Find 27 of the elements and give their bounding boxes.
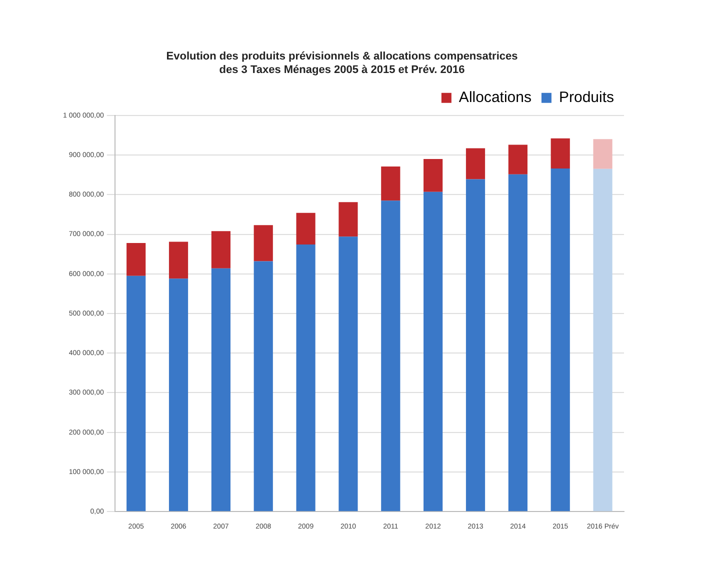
bar bbox=[508, 174, 528, 512]
bar bbox=[254, 261, 273, 512]
chart-title: Evolution des produits prévisionnels & allocations compensatrices des 3 Taxes Ménages 2005 à 2015 et Prév. 2016 bbox=[166, 50, 518, 76]
bar bbox=[593, 139, 612, 169]
bar bbox=[338, 236, 358, 512]
bar bbox=[550, 168, 570, 512]
bar bbox=[126, 276, 146, 512]
bar bbox=[338, 202, 358, 237]
bar bbox=[211, 268, 230, 512]
bar bbox=[211, 231, 230, 268]
bar bbox=[424, 158, 443, 192]
bar bbox=[550, 138, 570, 168]
legend-label: Allocations bbox=[458, 89, 532, 106]
bar bbox=[381, 200, 400, 512]
bar bbox=[168, 242, 188, 279]
bar bbox=[593, 168, 612, 512]
bar bbox=[168, 278, 188, 512]
bar bbox=[466, 179, 486, 512]
bar bbox=[296, 244, 316, 512]
bar bbox=[508, 144, 528, 174]
bar bbox=[466, 148, 486, 180]
bar bbox=[424, 192, 443, 512]
legend-label: Produits bbox=[558, 89, 614, 106]
bar bbox=[254, 225, 273, 262]
bar bbox=[381, 166, 400, 201]
bar bbox=[126, 242, 146, 276]
bar bbox=[296, 212, 316, 245]
